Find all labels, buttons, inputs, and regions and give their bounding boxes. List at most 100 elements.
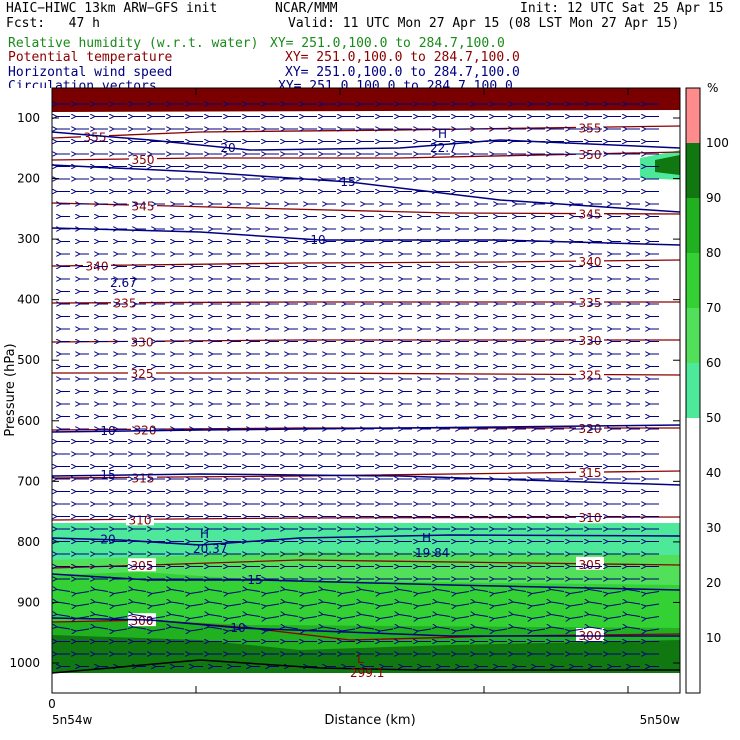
- theta-label-right-345: 345: [579, 208, 602, 222]
- circulation-vector: [361, 615, 375, 617]
- colorbar-unit: %: [707, 81, 718, 95]
- circulation-vector: [513, 627, 527, 630]
- circulation-vector: [627, 627, 641, 630]
- colorbar-segment: [686, 473, 700, 528]
- wind-label-10: 10: [310, 233, 325, 247]
- annotation-h-right-value: 19.84: [415, 546, 449, 560]
- field-theta-xy: XY= 251.0,100.0 to 284.7,100.0: [285, 50, 520, 65]
- circulation-vector: [76, 603, 90, 606]
- field-wind-name: Horizontal wind speed: [8, 65, 173, 80]
- theta-label-bg: [128, 366, 156, 379]
- circulation-vector: [494, 616, 508, 619]
- circulation-vector: [152, 616, 166, 619]
- rh-fill-upper-dark: [655, 155, 680, 175]
- circulation-vector: [285, 602, 299, 605]
- circulation-vector: [570, 603, 584, 606]
- circulation-vector: [380, 603, 394, 606]
- colorbar-segment: [686, 143, 700, 198]
- theta-label-355: 355: [84, 130, 107, 144]
- x-tick-zero: 0: [48, 697, 56, 711]
- colorbar-segment: [686, 583, 700, 638]
- circulation-vector: [551, 602, 565, 605]
- circulation-vector: [266, 603, 280, 606]
- circulation-vector: [95, 590, 109, 592]
- circulation-vector: [437, 615, 451, 617]
- terrain-line: [51, 659, 680, 674]
- circulation-vector: [627, 615, 641, 617]
- circulation-vector: [608, 591, 622, 594]
- theta-label-right-355: 355: [579, 121, 602, 135]
- circulation-vector: [152, 603, 166, 606]
- y-tick-label: 900: [17, 595, 40, 609]
- circulation-vector: [646, 628, 660, 631]
- wind-contour-10: [51, 617, 680, 637]
- circulation-vector: [285, 627, 299, 630]
- circulation-vector: [513, 590, 527, 592]
- circulation-vector: [57, 627, 71, 630]
- y-tick-label: 200: [17, 172, 40, 186]
- theta-label-310: 310: [129, 513, 152, 527]
- circulation-vector: [95, 615, 109, 617]
- circulation-vector: [475, 602, 489, 605]
- circulation-vector: [76, 628, 90, 631]
- circulation-vector: [437, 627, 451, 630]
- circulation-vector: [418, 603, 432, 606]
- circulation-vector: [589, 602, 603, 605]
- colorbar-label: 70: [706, 301, 721, 315]
- circulation-vector: [532, 591, 546, 594]
- theta-label-right-335: 335: [579, 296, 602, 310]
- wind-label-20: 20: [220, 141, 235, 155]
- circulation-vector: [456, 603, 470, 606]
- field-theta-name: Potential temperature: [8, 50, 173, 65]
- circulation-vector: [114, 628, 128, 631]
- circulation-vector: [627, 590, 641, 592]
- circulation-vector: [399, 602, 413, 605]
- circulation-vector: [228, 591, 242, 594]
- circulation-vector: [437, 590, 451, 592]
- circulation-vector: [380, 591, 394, 594]
- circulation-vector: [190, 616, 204, 619]
- circulation-vector: [608, 616, 622, 619]
- y-tick-label: 700: [17, 474, 40, 488]
- circulation-vector: [114, 591, 128, 594]
- circulation-vector: [266, 616, 280, 619]
- circulation-vector: [494, 603, 508, 606]
- theta-contour-350: [51, 151, 681, 161]
- circulation-vector: [589, 615, 603, 617]
- circulation-vector: [171, 627, 185, 630]
- circulation-vector: [342, 603, 356, 606]
- colorbar-label: 40: [706, 466, 721, 480]
- circulation-vector: [133, 615, 147, 617]
- colorbar-segment: [686, 528, 700, 583]
- wind-contour-15: [51, 473, 681, 486]
- theta-label-right-325: 325: [579, 369, 602, 383]
- circulation-vector: [114, 616, 128, 619]
- circulation-vector: [570, 628, 584, 631]
- colorbar-label: 30: [706, 521, 721, 535]
- circulation-vector: [608, 628, 622, 631]
- circulation-vector: [114, 603, 128, 606]
- circulation-vector: [456, 591, 470, 594]
- field-vectors-xy: XY= 251.0,100.0 to 284.7,100.0: [278, 80, 513, 88]
- circulation-vector: [570, 591, 584, 594]
- colorbar-frame: [685, 87, 701, 694]
- annotation-l-value: 299.1: [350, 666, 384, 680]
- org-label: NCAR/MMM: [275, 1, 338, 16]
- circulation-vector: [532, 603, 546, 606]
- circulation-vector: [361, 590, 375, 592]
- circulation-vector: [209, 627, 223, 630]
- circulation-vector: [266, 591, 280, 594]
- y-axis-title: Pressure (hPa): [3, 343, 18, 436]
- annotation-h-upper: H: [438, 127, 447, 141]
- colorbar-label: 50: [706, 411, 721, 425]
- circulation-vector: [95, 602, 109, 605]
- theta-label-right-315: 315: [579, 466, 602, 480]
- y-tick-label: 1000: [9, 656, 40, 670]
- circulation-vector: [380, 616, 394, 619]
- theta-label-right-310: 310: [579, 511, 602, 525]
- circulation-vector: [228, 628, 242, 631]
- colorbar-label: 10: [706, 631, 721, 645]
- wind-label-15: 15: [340, 175, 355, 189]
- x-axis: 0 5n54w Distance (km) 5n50w: [48, 88, 680, 728]
